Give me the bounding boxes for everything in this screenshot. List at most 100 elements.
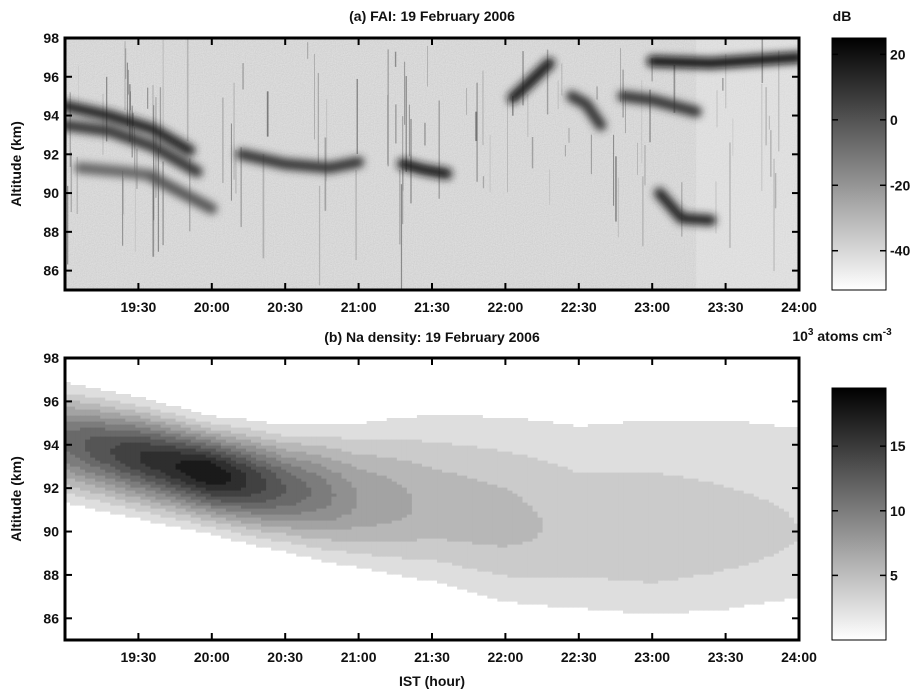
na-density-cell <box>426 577 433 581</box>
na-density-cell <box>401 475 408 479</box>
na-density-cell <box>497 595 503 599</box>
na-density-cell <box>80 418 86 422</box>
na-density-cell <box>95 499 101 503</box>
na-density-cell <box>336 481 343 485</box>
na-density-cell <box>502 424 509 428</box>
na-density-cell <box>437 556 443 560</box>
na-density-cell <box>507 460 514 464</box>
na-density-cell <box>331 451 338 455</box>
na-density-cell <box>537 565 544 569</box>
na-density-cell <box>195 529 202 533</box>
na-density-cell <box>230 487 237 491</box>
na-density-cell <box>442 418 448 422</box>
na-density-cell <box>346 517 353 521</box>
na-density-cell <box>105 496 111 500</box>
na-density-cell <box>507 478 514 482</box>
na-density-cell <box>100 427 106 431</box>
na-density-cell <box>507 502 514 506</box>
na-density-cell <box>487 484 493 488</box>
na-density-cell <box>517 580 524 584</box>
y-tick-label: 86 <box>43 263 59 279</box>
na-density-cell <box>487 463 493 467</box>
na-density-cell <box>487 460 493 464</box>
na-density-cell <box>502 508 509 512</box>
na-density-cell <box>326 430 333 434</box>
na-density-cell <box>230 439 237 443</box>
na-density-cell <box>406 541 413 545</box>
na-density-cell <box>220 496 227 500</box>
na-density-cell <box>286 520 292 524</box>
na-density-cell <box>502 445 509 449</box>
na-density-cell <box>85 415 91 419</box>
na-density-cell <box>447 556 453 560</box>
na-density-cell <box>452 481 458 485</box>
na-density-cell <box>175 505 182 509</box>
na-density-cell <box>391 454 398 458</box>
na-density-cell <box>472 565 478 569</box>
na-density-cell <box>442 421 448 425</box>
na-density-cell <box>391 433 398 437</box>
na-density-cell <box>175 487 182 491</box>
na-density-cell <box>65 448 71 452</box>
y-tick-label: 90 <box>43 185 59 201</box>
na-density-cell <box>205 499 212 503</box>
na-density-cell <box>311 430 317 434</box>
na-density-cell <box>432 442 438 446</box>
na-density-cell <box>552 484 559 488</box>
na-density-cell <box>406 451 413 455</box>
na-density-cell <box>477 433 483 437</box>
na-density-cell <box>462 448 468 452</box>
na-density-cell <box>472 478 478 482</box>
na-density-cell <box>492 418 498 422</box>
na-density-cell <box>80 487 86 491</box>
na-density-cell <box>105 490 111 494</box>
na-density-cell <box>316 454 322 458</box>
na-density-cell <box>331 559 338 563</box>
na-density-cell <box>110 427 116 431</box>
na-density-cell <box>205 466 212 470</box>
na-density-cell <box>245 475 252 479</box>
na-density-cell <box>452 544 458 548</box>
na-density-cell <box>205 511 212 515</box>
na-density-cell <box>361 427 368 431</box>
na-density-cell <box>155 421 162 425</box>
na-density-cell <box>376 472 383 476</box>
na-density-cell <box>301 496 307 500</box>
na-density-cell <box>130 448 136 452</box>
na-density-cell <box>110 460 116 464</box>
na-density-cell <box>356 430 363 434</box>
na-density-cell <box>346 535 353 539</box>
na-density-cell <box>472 523 478 527</box>
na-density-cell <box>100 409 106 413</box>
na-density-cell <box>256 544 262 548</box>
na-density-cell <box>261 496 267 500</box>
na-density-cell <box>542 502 549 506</box>
na-density-cell <box>316 493 322 497</box>
na-density-cell <box>381 553 388 557</box>
na-density-cell <box>462 442 468 446</box>
na-density-cell <box>547 535 554 539</box>
na-density-cell <box>95 418 101 422</box>
na-density-cell <box>391 556 398 560</box>
na-density-cell <box>487 478 493 482</box>
na-density-cell <box>562 514 569 518</box>
na-density-cell <box>467 520 473 524</box>
na-density-cell <box>381 490 388 494</box>
na-density-cell <box>65 415 71 419</box>
na-density-cell <box>512 589 519 593</box>
na-density-cell <box>225 475 232 479</box>
na-density-cell <box>467 586 473 590</box>
na-density-cell <box>447 460 453 464</box>
na-density-cell <box>135 478 142 482</box>
na-density-cell <box>230 469 237 473</box>
na-density-cell <box>527 553 534 557</box>
na-density-cell <box>346 463 353 467</box>
na-density-cell <box>105 427 111 431</box>
na-density-cell <box>80 484 86 488</box>
na-density-cell <box>391 427 398 431</box>
na-density-cell <box>537 592 544 596</box>
na-density-cell <box>562 487 569 491</box>
na-density-cell <box>306 508 312 512</box>
na-density-cell <box>361 526 368 530</box>
na-density-cell <box>266 508 272 512</box>
